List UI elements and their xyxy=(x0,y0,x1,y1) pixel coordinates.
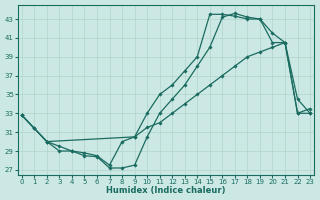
X-axis label: Humidex (Indice chaleur): Humidex (Indice chaleur) xyxy=(106,186,226,195)
